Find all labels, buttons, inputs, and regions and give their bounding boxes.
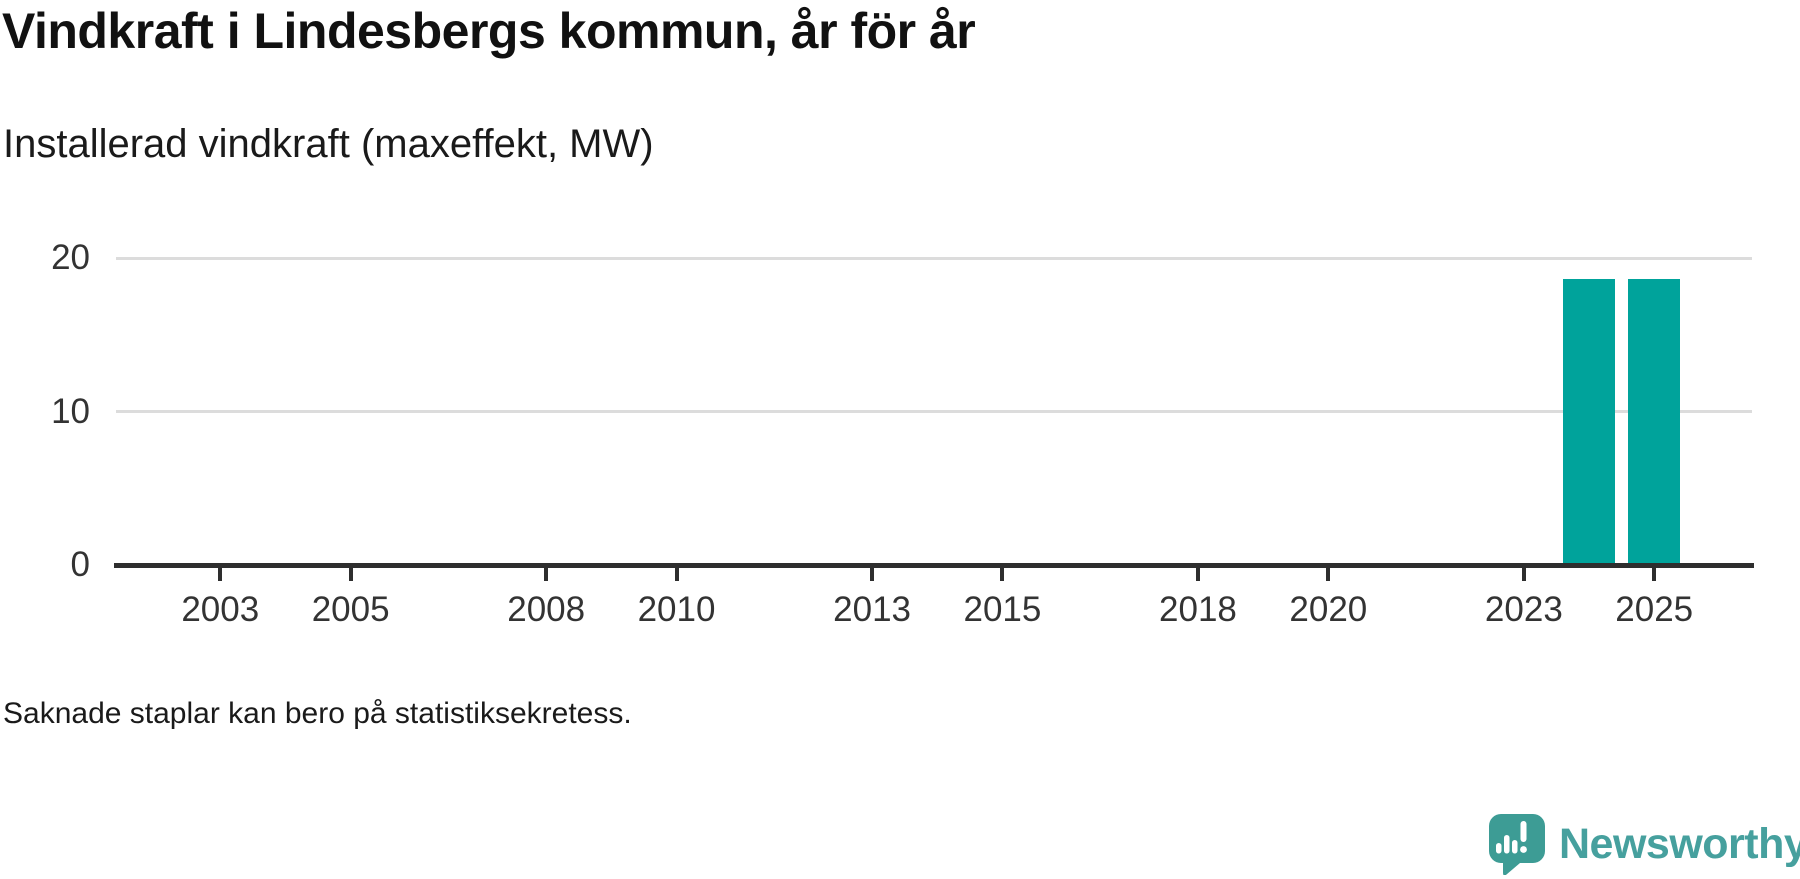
x-axis-tick-2015 (1000, 568, 1005, 581)
y-axis-label-0: 0 (70, 545, 90, 584)
x-axis-label-2005: 2005 (311, 590, 390, 629)
y-axis-label-10: 10 (51, 391, 90, 431)
x-axis-label-2010: 2010 (637, 590, 716, 629)
newsworthy-brand: Newsworthy (1489, 814, 1800, 875)
logo-bar-1 (1496, 843, 1502, 854)
chart-footnote: Saknade staplar kan bero på statistiksek… (3, 697, 632, 730)
x-axis-tick-2010 (674, 568, 679, 581)
x-axis-tick-2020 (1326, 568, 1331, 581)
x-axis-label-2013: 2013 (833, 590, 912, 629)
x-axis-tick-2008 (544, 568, 549, 581)
x-axis-tick-2025 (1652, 568, 1657, 581)
bar-2025 (1628, 279, 1681, 565)
x-axis-label-2020: 2020 (1289, 590, 1368, 629)
x-axis-line (114, 563, 1754, 568)
gridline-20 (116, 256, 1752, 260)
x-axis-label-2023: 2023 (1484, 590, 1563, 629)
y-axis-label-20: 20 (51, 238, 90, 277)
x-axis-label-2018: 2018 (1159, 590, 1237, 629)
bar-2024 (1563, 279, 1616, 565)
logo-exclamation-dot (1520, 846, 1527, 853)
x-axis-tick-2003 (218, 568, 223, 581)
logo-bar-2 (1504, 835, 1510, 854)
newsworthy-logo-icon (1489, 814, 1545, 875)
logo-bar-3 (1512, 840, 1518, 854)
x-axis-label-2015: 2015 (963, 590, 1042, 629)
newsworthy-wordmark: Newsworthy (1559, 820, 1800, 868)
gridline-10 (116, 410, 1752, 413)
x-axis-label-2008: 2008 (507, 590, 586, 629)
chart-title: Vindkraft i Lindesbergs kommun, år för å… (2, 3, 976, 59)
x-axis-tick-2005 (348, 568, 353, 581)
x-axis-tick-2023 (1521, 568, 1526, 581)
x-axis-tick-2013 (870, 568, 875, 581)
chart-subtitle: Installerad vindkraft (maxeffekt, MW) (3, 122, 654, 166)
x-axis-label-2003: 2003 (181, 590, 260, 629)
x-axis-label-2025: 2025 (1615, 590, 1694, 629)
logo-exclamation-stem (1520, 821, 1527, 842)
x-axis-tick-2018 (1195, 568, 1200, 581)
